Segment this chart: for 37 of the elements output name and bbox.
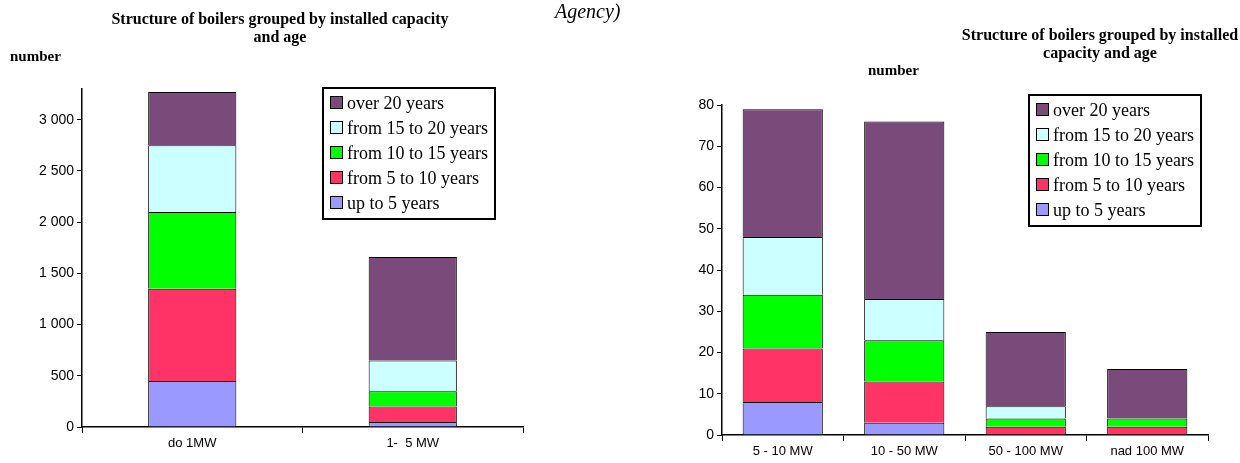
y-tick-label: 10 xyxy=(698,384,715,401)
x-tick-label: 1- 5 MW xyxy=(386,435,440,451)
legend-label: up to 5 years xyxy=(347,193,440,213)
legend-label: from 10 to 15 years xyxy=(347,143,488,163)
y-tick-label: 20 xyxy=(698,343,715,360)
y-tick-label: 2 500 xyxy=(38,161,75,178)
y-tick-label: 500 xyxy=(50,366,75,383)
chart-title: Structure of boilers grouped by installed capacity and age xyxy=(110,10,450,46)
legend-label: up to 5 years xyxy=(1053,200,1146,220)
x-tick-label: 5 - 10 MW xyxy=(752,443,814,459)
legend-label: from 15 to 20 years xyxy=(1053,125,1194,145)
y-tick-label: 60 xyxy=(698,178,715,195)
legend-label: from 10 to 15 years xyxy=(1053,150,1194,170)
x-tick-label: 50 - 100 MW xyxy=(988,443,1064,459)
legend-label: from 5 to 10 years xyxy=(347,168,479,188)
y-tick-label: 0 xyxy=(706,425,715,442)
y-tick-label: 1 500 xyxy=(38,264,75,281)
legend-label: over 20 years xyxy=(1053,100,1150,120)
text: Agency) xyxy=(555,0,621,23)
chart-title: Structure of boilers grouped by installed capacity and age xyxy=(960,26,1240,62)
y-tick-label: 2 000 xyxy=(38,213,75,230)
y-tick-label: 3 000 xyxy=(38,110,75,127)
legend-label: over 20 years xyxy=(347,93,444,113)
y-tick-label: 0 xyxy=(66,417,75,434)
y-tick-label: 30 xyxy=(698,302,715,319)
y-tick-label: 70 xyxy=(698,137,715,154)
x-tick-label: 10 - 50 MW xyxy=(870,443,939,459)
y-tick-label: 40 xyxy=(698,260,715,277)
y-tick-label: 1 000 xyxy=(38,315,75,332)
y-axis-title: number xyxy=(868,62,919,79)
legend-label: from 5 to 10 years xyxy=(1053,175,1185,195)
x-tick-label: nad 100 MW xyxy=(1110,443,1185,459)
y-axis-title: number xyxy=(10,48,61,65)
x-tick-label: do 1MW xyxy=(168,435,218,451)
y-tick-label: 50 xyxy=(698,219,715,236)
legend-label: from 15 to 20 years xyxy=(347,118,488,138)
y-tick-label: 80 xyxy=(698,95,715,112)
